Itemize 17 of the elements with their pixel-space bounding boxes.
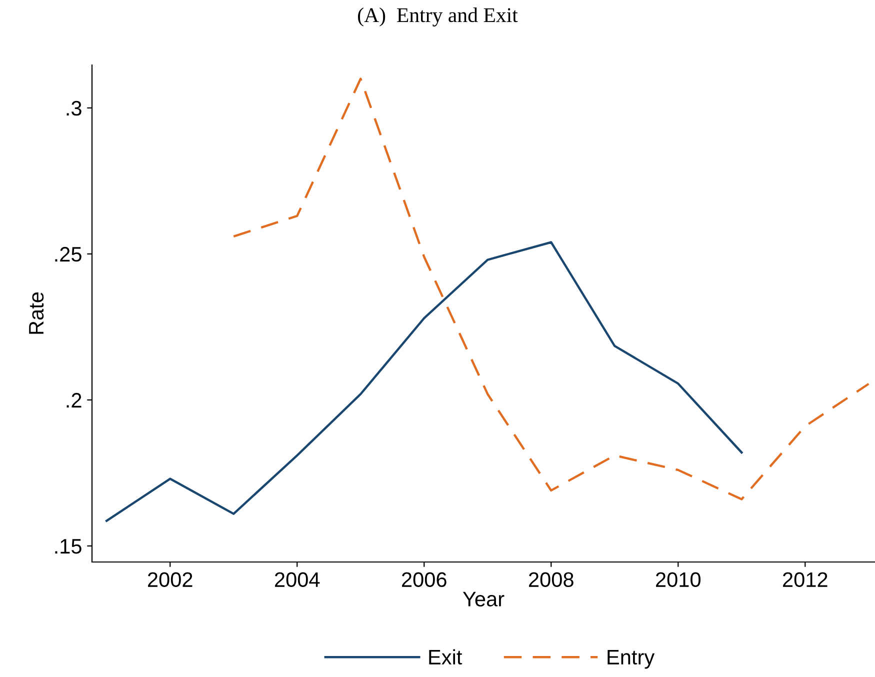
line-series	[105, 241, 743, 522]
x-tick-label: 2006	[402, 572, 446, 588]
y-axis-title: Rate	[29, 292, 44, 334]
y-tick-label: .15	[55, 539, 82, 554]
y-tick-label: .2	[66, 392, 82, 408]
x-tick-label: 2004	[274, 572, 320, 588]
y-tick-label: .3	[66, 100, 82, 116]
x-axis-title: Year	[462, 592, 504, 606]
x-tick-label: 2002	[148, 572, 192, 588]
y-tick-label: .25	[55, 246, 82, 262]
chart-title: (A) Entry and Exit	[358, 8, 518, 26]
legend-label: Exit	[429, 649, 462, 665]
x-tick-label: 2010	[656, 572, 700, 588]
x-tick-label: 2012	[783, 572, 828, 588]
x-tick-label: 2008	[529, 572, 574, 588]
line-series	[232, 78, 870, 500]
legend-label: Entry	[608, 650, 655, 669]
